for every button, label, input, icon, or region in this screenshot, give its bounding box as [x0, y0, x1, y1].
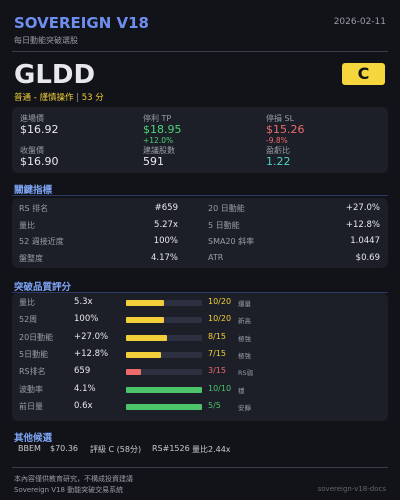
score-label: 7/15 — [208, 348, 226, 358]
score-bar — [126, 351, 162, 358]
price-value: $16.90 — [20, 155, 59, 168]
price-value: 1.22 — [266, 155, 291, 168]
candidate-rs: RS#1526 — [152, 444, 190, 453]
divider — [12, 195, 388, 196]
metric-value: +12.8% — [345, 219, 380, 230]
metric-label: ATR — [208, 252, 224, 262]
score-track — [126, 300, 202, 306]
metric-value: #659 — [154, 203, 178, 213]
divider — [12, 467, 388, 468]
rating-line: 普通 - 謹慎操作 | 53 分 — [14, 91, 104, 103]
metric-label: RS 排名 — [19, 204, 49, 213]
score-track — [126, 369, 202, 376]
score: 53 分 — [81, 93, 104, 103]
price-label: 盈虧比 — [266, 146, 290, 155]
score-tag: 極強 — [238, 351, 251, 360]
divider — [12, 51, 388, 52]
metric-value: +27.0% — [345, 203, 380, 213]
score-bar — [126, 317, 164, 324]
footer-link: sovereign-v18-docs — [317, 485, 386, 493]
score-value: 5.3x — [74, 297, 93, 307]
score-bar — [126, 386, 202, 393]
price-change: +12.0% — [143, 136, 174, 145]
score-value: 659 — [74, 366, 91, 377]
price-label: 停損 SL — [266, 114, 295, 123]
quality-card: 量比 5.3x 10/20 爆量 52周 100% 10/20 新高 20日動能 +27.0% 8/… — [12, 293, 388, 421]
footer-system: Sovereign V18 動能突破交易系統 — [14, 486, 124, 494]
score-value: 0.6x — [74, 400, 93, 411]
price-card: 進場價 $16.92 停利 TP $18.95 +12.0% 停損 SL $15.26 -9.… — [12, 107, 388, 173]
score-tag: 穩 — [238, 386, 245, 395]
score-bar — [126, 369, 142, 376]
footer-note: 本內容僅供教育研究，不構成投資建議 — [14, 475, 133, 483]
metric-label: 量比 — [19, 220, 35, 230]
section-title: 關鍵指標 — [14, 185, 53, 196]
rating: 普通 - 謹慎操作 — [14, 93, 74, 103]
metric-value: 1.0447 — [350, 236, 380, 246]
date: 2026-02-11 — [333, 17, 386, 27]
price-label: 收盤價 — [20, 146, 44, 155]
price-value: $15.26 — [266, 123, 305, 136]
score-value: 100% — [74, 314, 99, 325]
metric-value: 4.17% — [150, 252, 178, 263]
score-tag: RS弱 — [238, 369, 254, 378]
score-bar — [126, 403, 202, 410]
score-name: 52周 — [19, 315, 38, 325]
score-tag: 新高 — [238, 317, 251, 326]
app-title: SOVEREIGN V18 — [14, 14, 149, 32]
score-name: 5日動能 — [19, 349, 49, 359]
score-name: 量比 — [19, 298, 35, 307]
metric-label: 5 日動能 — [208, 220, 240, 230]
price-change: -9.8% — [266, 136, 288, 145]
candidate-grade: 評級 C (58分) — [90, 445, 142, 454]
price-value: $18.95 — [143, 123, 182, 136]
score-tag: 極強 — [238, 334, 251, 343]
score-name: 前日量 — [19, 401, 43, 411]
candidate-ticker: BBEM — [18, 444, 41, 453]
metric-label: 20 日動能 — [208, 204, 245, 213]
score-name: 20日動能 — [19, 332, 54, 342]
score-value: +12.8% — [74, 348, 109, 359]
candidate-price: $70.36 — [50, 444, 78, 453]
score-name: RS排名 — [19, 367, 46, 377]
price-value: 591 — [143, 155, 164, 168]
price-value: $16.92 — [20, 123, 59, 136]
score-bar — [126, 300, 164, 306]
score-label: 10/20 — [208, 297, 232, 306]
score-label: 8/15 — [208, 331, 226, 341]
score-value: +27.0% — [74, 331, 109, 342]
metric-value: 100% — [153, 236, 178, 246]
score-track — [126, 351, 202, 358]
price-label: 停利 TP — [143, 114, 172, 123]
metric-label: SMA20 斜率 — [208, 237, 255, 246]
score-label: 5/5 — [208, 400, 221, 410]
score-tag: 爆量 — [238, 300, 251, 308]
score-bar — [126, 334, 167, 341]
metrics-card: RS 排名 #659 20 日動能 +27.0% 量比 5.27x 5 日動能 +12.8% 5… — [12, 198, 388, 268]
score-name: 波動率 — [19, 384, 43, 394]
section-title: 突破品質評分 — [14, 282, 72, 293]
price-label: 進場價 — [20, 114, 44, 123]
metric-value: 5.27x — [154, 219, 178, 230]
price-label: 建議股數 — [143, 146, 175, 155]
score-tag: 安靜 — [238, 403, 251, 412]
separator: | — [76, 93, 80, 103]
score-label: 10/10 — [208, 383, 232, 393]
metric-label: 52 週接近度 — [19, 237, 64, 246]
score-label: 10/20 — [208, 314, 232, 324]
score-label: 3/15 — [208, 366, 226, 376]
metric-value: $0.69 — [355, 252, 380, 263]
grade-badge: C — [342, 63, 385, 85]
section-title: 其他候選 — [14, 433, 53, 444]
metric-label: 盤整度 — [19, 253, 43, 263]
divider — [12, 292, 388, 293]
subtitle: 每日動能突破選股 — [14, 36, 78, 45]
candidate-volume: 量比2.44x — [192, 445, 231, 454]
ticker: GLDD — [14, 60, 96, 90]
score-value: 4.1% — [74, 383, 96, 394]
score-track — [126, 317, 202, 324]
